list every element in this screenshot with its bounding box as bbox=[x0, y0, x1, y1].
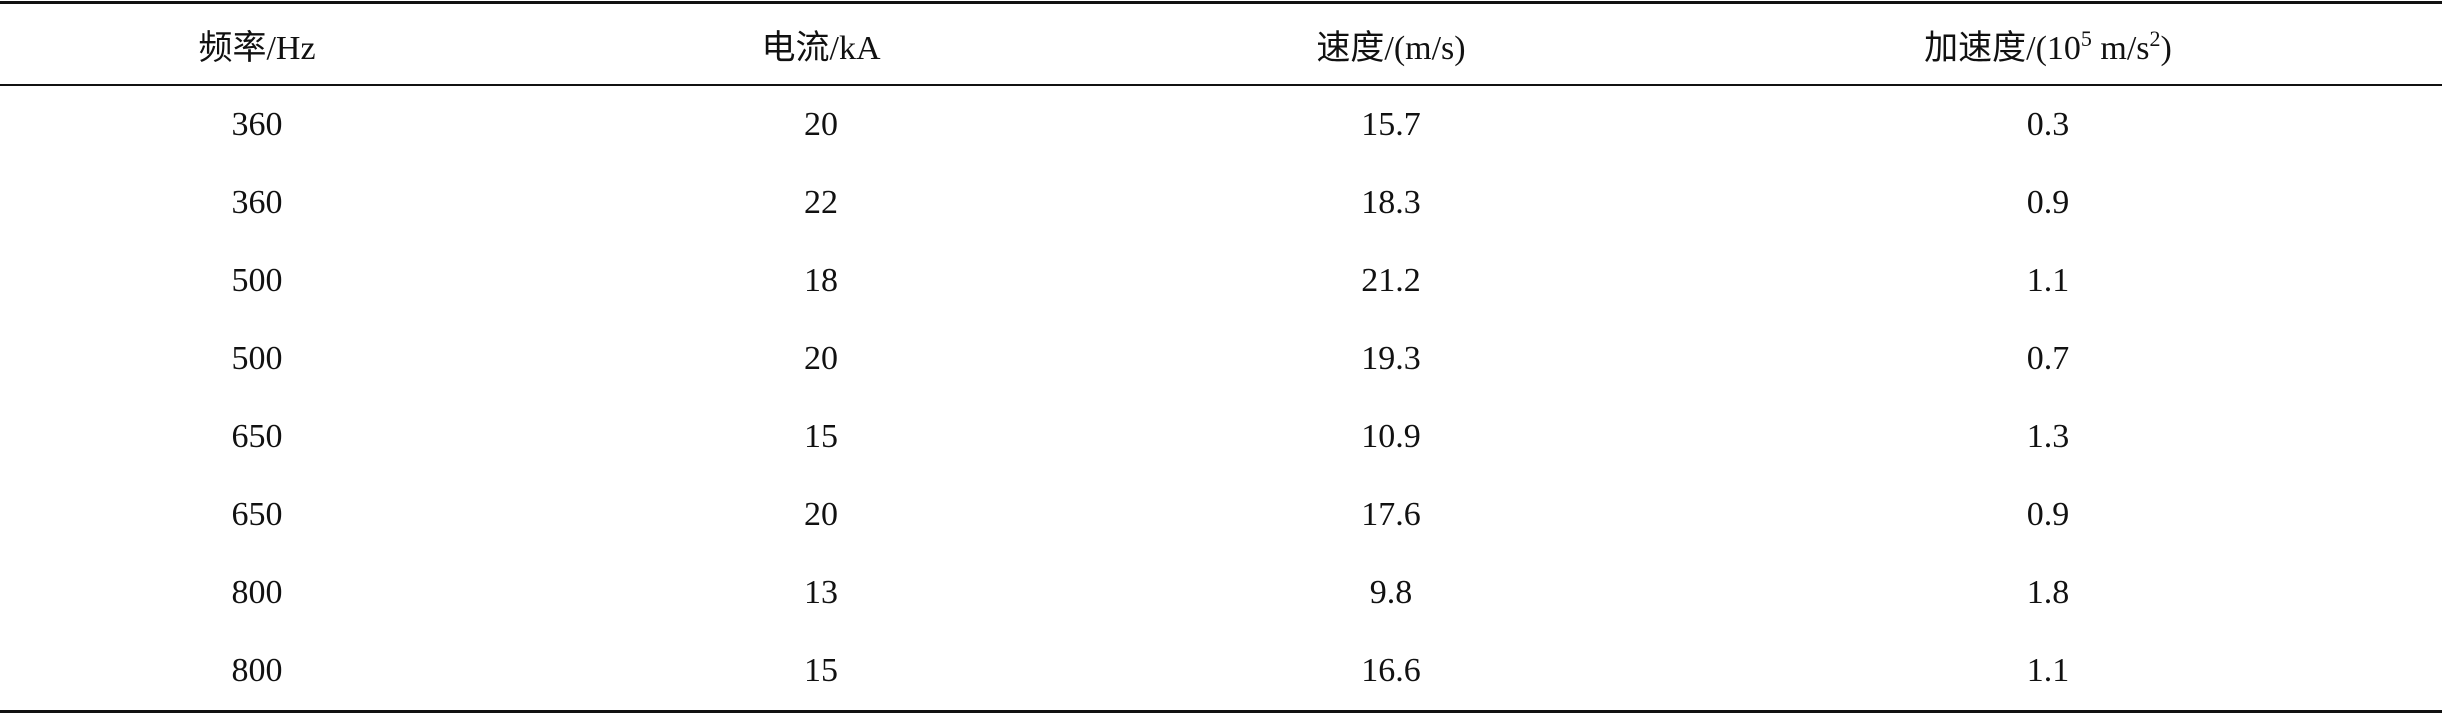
superscript: 5 bbox=[2080, 25, 2092, 51]
table-cell: 800 bbox=[231, 574, 283, 611]
table-row: 500 18 21.2 1.1 bbox=[0, 242, 2442, 320]
header-cell: 速度/(m/s) bbox=[1316, 29, 1466, 67]
header-cell: 频率/Hz bbox=[198, 29, 316, 67]
table-cell: 1.8 bbox=[2026, 574, 2070, 611]
superscript: 2 bbox=[2149, 25, 2161, 51]
table-cell: 0.3 bbox=[2026, 106, 2070, 143]
header-text: ) bbox=[2160, 29, 2172, 67]
header-cell: 电流/kA bbox=[761, 29, 881, 67]
table-cell: 9.8 bbox=[1369, 574, 1413, 611]
table-cell: 15 bbox=[804, 418, 838, 455]
table-row: 360 20 15.7 0.3 bbox=[0, 85, 2442, 164]
header-text: m/s bbox=[2091, 29, 2150, 67]
table-cell: 360 bbox=[231, 106, 283, 143]
table-cell: 16.6 bbox=[1361, 652, 1421, 689]
table-cell: 21.2 bbox=[1361, 262, 1421, 299]
table-cell: 800 bbox=[231, 652, 283, 689]
table-cell: 1.3 bbox=[2026, 418, 2070, 455]
table-cell: 20 bbox=[804, 496, 838, 533]
header-row: 频率/Hz 电流/kA 速度/(m/s) 加速度/(105 m/s2) bbox=[0, 2, 2442, 86]
table-cell: 500 bbox=[231, 340, 283, 377]
table-cell: 1.1 bbox=[2026, 262, 2070, 299]
table-cell: 13 bbox=[804, 574, 838, 611]
table-header: 频率/Hz 电流/kA 速度/(m/s) 加速度/(105 m/s2) bbox=[0, 2, 2442, 86]
table-cell: 0.9 bbox=[2026, 184, 2070, 221]
table-cell: 15 bbox=[804, 652, 838, 689]
table-cell: 18 bbox=[804, 262, 838, 299]
table-cell: 1.1 bbox=[2026, 652, 2070, 689]
table-cell: 650 bbox=[231, 418, 283, 455]
table-cell: 0.9 bbox=[2026, 496, 2070, 533]
header-cell: 加速度/(105 m/s2) bbox=[1654, 3, 2442, 86]
table-cell: 18.3 bbox=[1361, 184, 1421, 221]
table-cell: 10.9 bbox=[1361, 418, 1421, 455]
table-cell: 650 bbox=[231, 496, 283, 533]
table-row: 800 15 16.6 1.1 bbox=[0, 632, 2442, 712]
table-cell: 0.7 bbox=[2026, 340, 2070, 377]
table-cell: 17.6 bbox=[1361, 496, 1421, 533]
table-row: 800 13 9.8 1.8 bbox=[0, 554, 2442, 632]
table-cell: 20 bbox=[804, 340, 838, 377]
table-cell: 500 bbox=[231, 262, 283, 299]
table-row: 650 20 17.6 0.9 bbox=[0, 476, 2442, 554]
table-row: 360 22 18.3 0.9 bbox=[0, 164, 2442, 242]
table-cell: 22 bbox=[804, 184, 838, 221]
table-row: 650 15 10.9 1.3 bbox=[0, 398, 2442, 476]
header-text: 加速度/(10 bbox=[1924, 29, 2081, 67]
table-cell: 15.7 bbox=[1361, 106, 1421, 143]
table-body: 360 20 15.7 0.3 360 22 18.3 0.9 500 18 21.2 1.1 500 2… bbox=[0, 85, 2442, 712]
table-cell: 360 bbox=[231, 184, 283, 221]
table-row: 500 20 19.3 0.7 bbox=[0, 320, 2442, 398]
table-cell: 20 bbox=[804, 106, 838, 143]
table-cell: 19.3 bbox=[1361, 340, 1421, 377]
